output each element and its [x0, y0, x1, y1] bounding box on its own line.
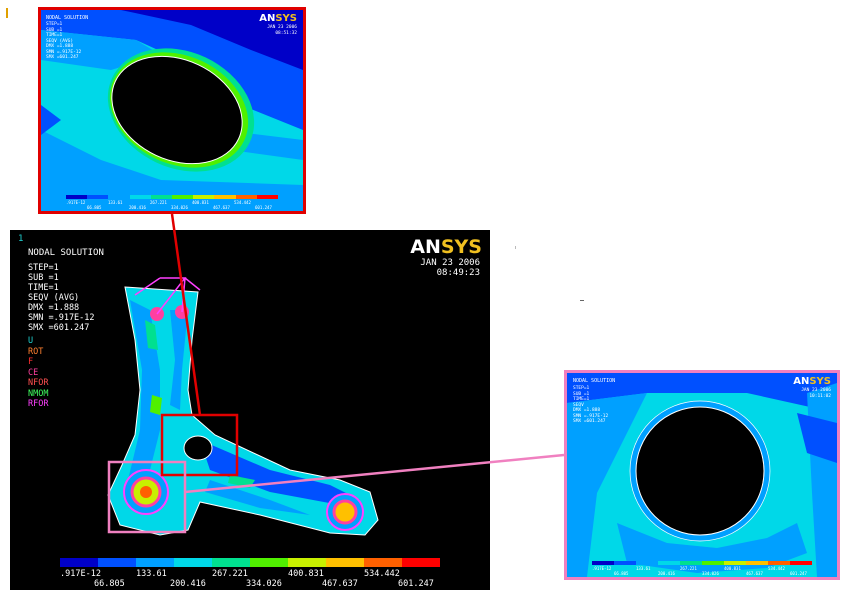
zoom-right-title: NODAL SOLUTION	[573, 378, 616, 384]
zoom-top-contour-plot	[41, 10, 303, 211]
info-line: STEP=1	[28, 263, 59, 273]
zoom-right-info: STEP=1 SUB =1 TIME=1 SEQV DMX =1.888 SMN…	[573, 386, 608, 425]
legend-label: 601.247	[398, 579, 434, 589]
logo-sys: SYS	[440, 236, 482, 258]
legend-label: 66.805	[87, 205, 102, 210]
legend-label: 400.831	[724, 566, 741, 571]
zoom-right-colorbar	[592, 561, 812, 565]
zoom-panel-right[interactable]: NODAL SOLUTION STEP=1 SUB =1 TIME=1 SEQV…	[564, 370, 840, 580]
legend-label: 334.026	[702, 571, 719, 576]
logo-sys: SYS	[275, 13, 297, 24]
legend-label: 601.247	[255, 205, 272, 210]
symbol-f: F	[28, 357, 34, 367]
info-line: TIME=1	[28, 283, 59, 293]
info-line: DMX =1.888	[28, 303, 80, 313]
legend-label: 200.416	[170, 579, 206, 589]
zoom-right-contour-plot	[567, 373, 837, 577]
ansys-logo-small: ANSYS	[793, 376, 831, 387]
info-line: SMN =.917E-12	[28, 313, 95, 323]
info-line: SMN =.917E-12	[46, 49, 82, 55]
legend-label: 534.442	[768, 566, 785, 571]
info-line: SUB =1	[46, 27, 63, 33]
info-line: SEQV (AVG)	[28, 293, 80, 303]
symbol-ce: CE	[28, 367, 39, 378]
legend-label: 534.442	[364, 569, 400, 579]
zoom-panel-top[interactable]: NODAL SOLUTION STEP=1 SUB =1 TIME=1 SEQV…	[38, 7, 306, 214]
info-line: STEP=1	[46, 22, 63, 27]
symbol-rot: ROT	[28, 346, 44, 357]
window-number: 1	[18, 234, 24, 244]
legend-label: 467.637	[213, 205, 230, 210]
info-line: TIME=1	[46, 33, 63, 38]
symbol-legend: U ROT F CE NFOR NMOM RFOR	[28, 336, 48, 410]
contour-colorbar	[60, 558, 440, 567]
zoom-top-time: 08:51:32	[275, 31, 297, 36]
legend-label: 467.637	[322, 579, 358, 589]
info-line: SEQV (AVG)	[46, 38, 74, 44]
legend-label: 66.805	[614, 571, 629, 576]
legend-label: .917E-12	[66, 200, 86, 205]
legend-label: 133.61	[636, 566, 651, 571]
main-viewport[interactable]: 1 NODAL SOLUTION STEP=1 SUB =1 TIME=1 SE…	[10, 230, 490, 590]
legend-label: 200.416	[658, 571, 675, 576]
info-line: SEQV	[573, 402, 584, 408]
legend-label: 133.61	[108, 200, 123, 205]
symbol-u: U	[28, 336, 34, 346]
info-line: SMX =601.247	[46, 55, 79, 60]
info-line: SUB =1	[28, 273, 59, 283]
stray-mark	[515, 246, 516, 249]
zoom-top-title: NODAL SOLUTION	[46, 15, 89, 21]
legend-label: 267.221	[212, 569, 248, 579]
legend-label: 267.221	[150, 200, 167, 205]
legend-label: 400.831	[288, 569, 324, 579]
ansys-logo-small: ANSYS	[259, 13, 297, 24]
zoom-top-date: JAN 23 2006	[267, 25, 297, 30]
info-line: SMX =601.247	[573, 419, 606, 424]
page-marker	[6, 8, 8, 18]
ansys-logo: ANSYS	[410, 236, 482, 258]
logo-sys: SYS	[809, 376, 831, 387]
info-line: DMX =1.888	[46, 44, 74, 49]
zoom-right-date: JAN 23 2006	[801, 388, 831, 393]
legend-label: 200.416	[129, 205, 146, 210]
legend-label: 66.805	[94, 579, 125, 589]
legend-label: 467.637	[746, 571, 763, 576]
plot-time: 08:49:23	[436, 268, 480, 278]
legend-label: 267.221	[680, 566, 697, 571]
info-line: TIME=1	[573, 397, 590, 402]
symbol-nfor: NFOR	[28, 378, 49, 388]
info-block: STEP=1 SUB =1 TIME=1 SEQV (AVG) DMX =1.8…	[28, 263, 95, 333]
info-line: DMX =1.888	[573, 408, 601, 413]
legend-label: 601.247	[790, 571, 807, 576]
legend-label: 534.442	[234, 200, 251, 205]
stray-mark	[580, 300, 584, 301]
legend-label: .917E-12	[60, 569, 101, 579]
logo-an: AN	[410, 236, 441, 258]
plot-title: NODAL SOLUTION	[28, 248, 104, 258]
info-line: SMX =601.247	[28, 323, 90, 333]
zoom-right-time: 10:11:02	[809, 394, 831, 399]
pink-selection-box	[107, 460, 187, 534]
info-line: SUB =1	[573, 391, 590, 397]
legend-label: 334.026	[246, 579, 282, 589]
info-line: SMN =.917E-12	[573, 413, 609, 419]
logo-an: AN	[793, 376, 810, 387]
legend-label: .917E-12	[592, 566, 612, 571]
info-line: STEP=1	[573, 386, 590, 391]
logo-an: AN	[259, 13, 276, 24]
legend-label: 133.61	[136, 569, 167, 579]
zoom-top-info: STEP=1 SUB =1 TIME=1 SEQV (AVG) DMX =1.8…	[46, 22, 81, 61]
zoom-top-colorbar	[66, 195, 279, 199]
plot-date: JAN 23 2006	[420, 258, 480, 268]
symbol-rfor: RFOR	[28, 399, 49, 409]
symbol-nmom: NMOM	[28, 388, 49, 399]
legend-label: 400.831	[192, 200, 209, 205]
legend-label: 334.026	[171, 205, 188, 210]
